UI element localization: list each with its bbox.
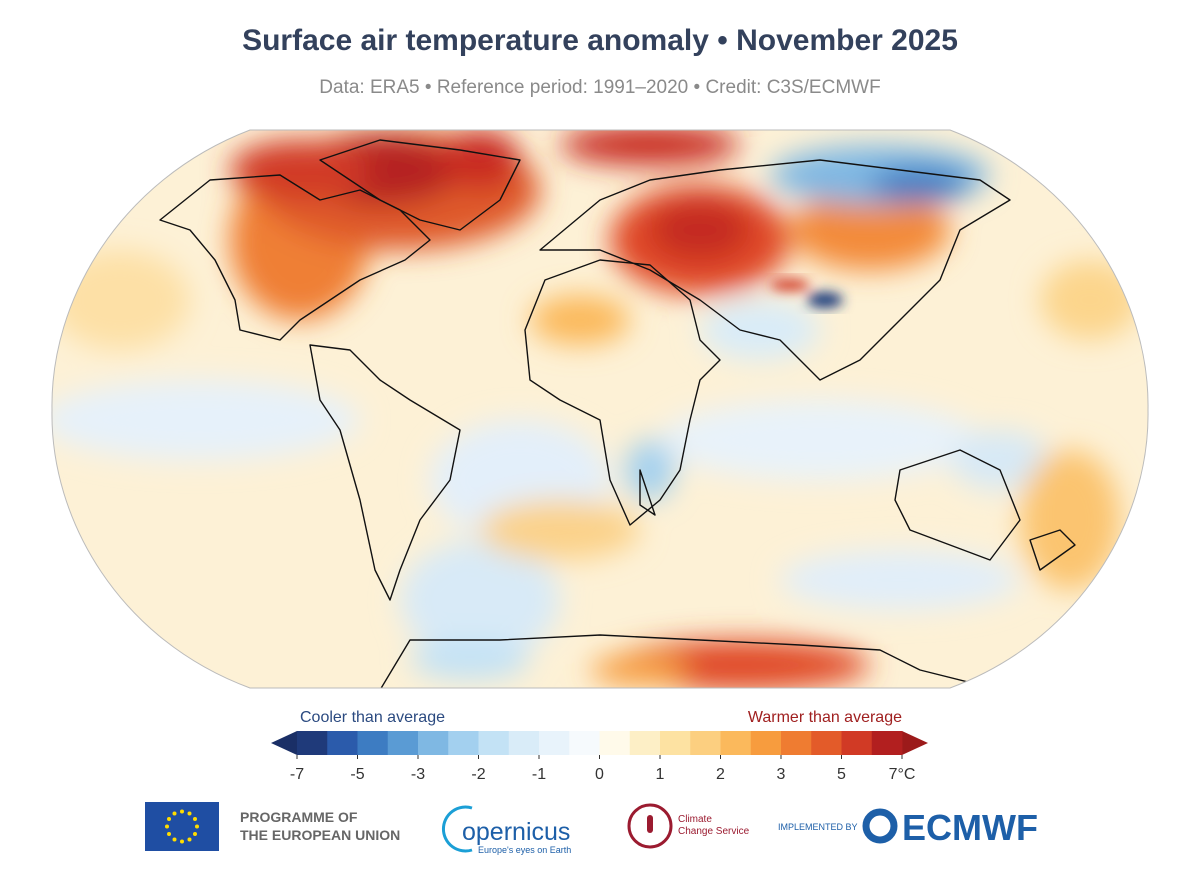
colorbar-tick-label: -3 <box>411 766 425 783</box>
warmer-label: Warmer than average <box>748 709 902 726</box>
ecmwf-text: ECMWF <box>902 807 1038 848</box>
colorbar-bin <box>569 731 600 755</box>
colorbar-bin <box>750 731 782 755</box>
c3s-thermo <box>647 815 653 833</box>
colorbar-tick-label: 3 <box>777 766 786 783</box>
colorbar-over <box>902 731 928 755</box>
colorbar-tick-label: 0 <box>595 766 604 783</box>
colorbar-tick-label: -7 <box>290 766 304 783</box>
colorbar-bin <box>327 731 358 755</box>
map <box>51 130 1149 688</box>
c3s-ring <box>627 803 673 849</box>
eu-stars <box>165 809 199 844</box>
copernicus-c <box>441 805 473 853</box>
eu-star <box>192 832 197 836</box>
eu-star <box>195 824 199 829</box>
colorbar-bin <box>690 731 721 755</box>
implemented-by: IMPLEMENTED BY <box>778 822 858 832</box>
eu-star <box>180 839 184 844</box>
colorbar-bin <box>478 731 510 755</box>
colorbar-tick-label: 1 <box>656 766 665 783</box>
footer: PROGRAMME OF THE EUROPEAN UNION opernicu… <box>145 802 1038 855</box>
colorbar-bin <box>387 731 419 755</box>
c3s-text: Climate <box>678 814 712 825</box>
cooler-label: Cooler than average <box>300 709 445 726</box>
colorbar-tick-label: 7°C <box>889 766 916 783</box>
colorbar-bin <box>660 731 691 755</box>
colorbar-tick-label: -1 <box>532 766 546 783</box>
eu-flag <box>145 802 219 851</box>
colorbar-bin <box>599 731 631 755</box>
colorbar-bin <box>871 731 903 755</box>
eu-star <box>187 837 192 842</box>
colorbar-bin <box>841 731 873 755</box>
colorbar-bin <box>720 731 752 755</box>
eu-star <box>187 811 192 816</box>
colorbar-bin <box>357 731 389 755</box>
eu-star <box>180 809 184 814</box>
colorbar: -7 -5 -3 -2 -1 0 1 2 3 5 7°C <box>271 731 928 783</box>
colorbar-bin <box>418 731 449 755</box>
eu-text: PROGRAMME OF <box>240 809 358 825</box>
title: Surface air temperature anomaly • Novemb… <box>242 24 958 57</box>
colorbar-tick-label: 2 <box>716 766 725 783</box>
colorbar-bin <box>781 731 812 755</box>
colorbar-bin <box>539 731 570 755</box>
colorbar-bin <box>629 731 661 755</box>
colorbar-bin <box>508 731 540 755</box>
colorbar-tick-label: -5 <box>350 766 364 783</box>
eu-star <box>165 824 169 829</box>
subtitle: Data: ERA5 • Reference period: 1991–2020… <box>319 77 880 98</box>
colorbar-tick-label: 5 <box>837 766 846 783</box>
eu-star <box>172 837 177 842</box>
colorbar-bin <box>811 731 842 755</box>
eu-text: THE EUROPEAN UNION <box>240 827 400 843</box>
eu-star <box>172 811 177 816</box>
colorbar-bin <box>297 731 328 755</box>
c3s-text: Change Service <box>678 826 750 837</box>
coastlines <box>159 139 1076 688</box>
ecmwf-logo <box>862 808 898 844</box>
copernicus-text: opernicus <box>462 818 570 846</box>
eu-star <box>192 817 197 821</box>
colorbar-tick-label: -2 <box>471 766 485 783</box>
copernicus-tagline: Europe's eyes on Earth <box>478 845 571 855</box>
colorbar-bin <box>448 731 479 755</box>
eu-star <box>167 832 172 836</box>
eu-star <box>167 817 172 821</box>
colorbar-under <box>271 731 297 755</box>
map-frame <box>51 129 1149 689</box>
